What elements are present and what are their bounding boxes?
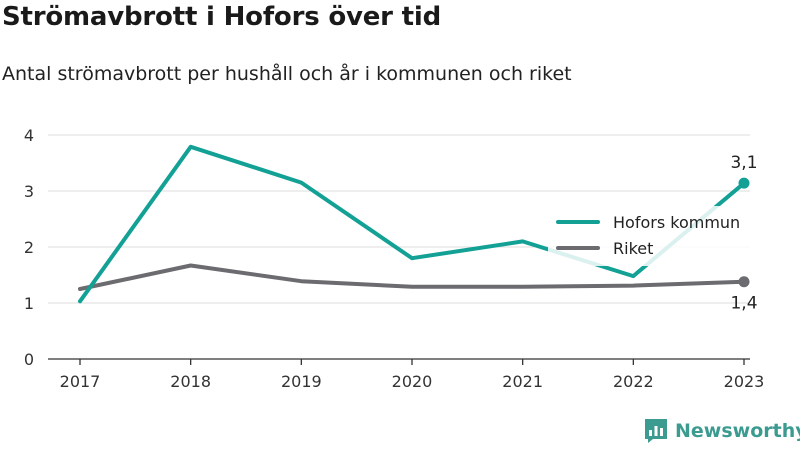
- data-label-1: 1,4: [730, 294, 757, 314]
- x-tick-label: 2019: [281, 372, 322, 391]
- brand-logo: Newsworthy: [644, 418, 800, 444]
- legend-label-0: Hofors kommun: [613, 213, 740, 232]
- series-line-1: [78, 263, 746, 291]
- x-tick-label: 2020: [392, 372, 433, 391]
- x-tick-label: 2022: [613, 372, 654, 391]
- legend-label-1: Riket: [613, 239, 653, 258]
- y-axis-ticks: 0 1 2 3 4: [24, 126, 34, 369]
- legend: Hofors kommun Riket: [548, 206, 754, 266]
- x-tick-label: 2017: [60, 372, 101, 391]
- newsworthy-logo-icon: [645, 419, 667, 443]
- brand-name: Newsworthy: [675, 420, 800, 442]
- chart-title: Strömavbrott i Hofors över tid: [2, 2, 442, 32]
- y-tick-label: 4: [24, 126, 34, 145]
- y-tick-label: 2: [24, 238, 34, 257]
- x-tick-label: 2018: [170, 372, 211, 391]
- series-line-0: [78, 144, 746, 304]
- legend-background: [548, 206, 754, 266]
- x-axis: 2017 2018 2019 2020 2021 2022 2023: [48, 358, 765, 391]
- series-end-point-1: [738, 276, 750, 288]
- series-lines: [78, 144, 750, 304]
- chart-subtitle: Antal strömavbrott per hushåll och år i …: [2, 63, 572, 85]
- data-labels: 3,1 1,4: [730, 153, 757, 314]
- series-end-point-0: [738, 177, 750, 189]
- y-tick-label: 0: [24, 350, 34, 369]
- y-tick-label: 3: [24, 182, 34, 201]
- x-tick-label: 2021: [502, 372, 543, 391]
- x-tick-label: 2023: [724, 372, 765, 391]
- data-label-0: 3,1: [730, 153, 757, 173]
- y-tick-label: 1: [24, 294, 34, 313]
